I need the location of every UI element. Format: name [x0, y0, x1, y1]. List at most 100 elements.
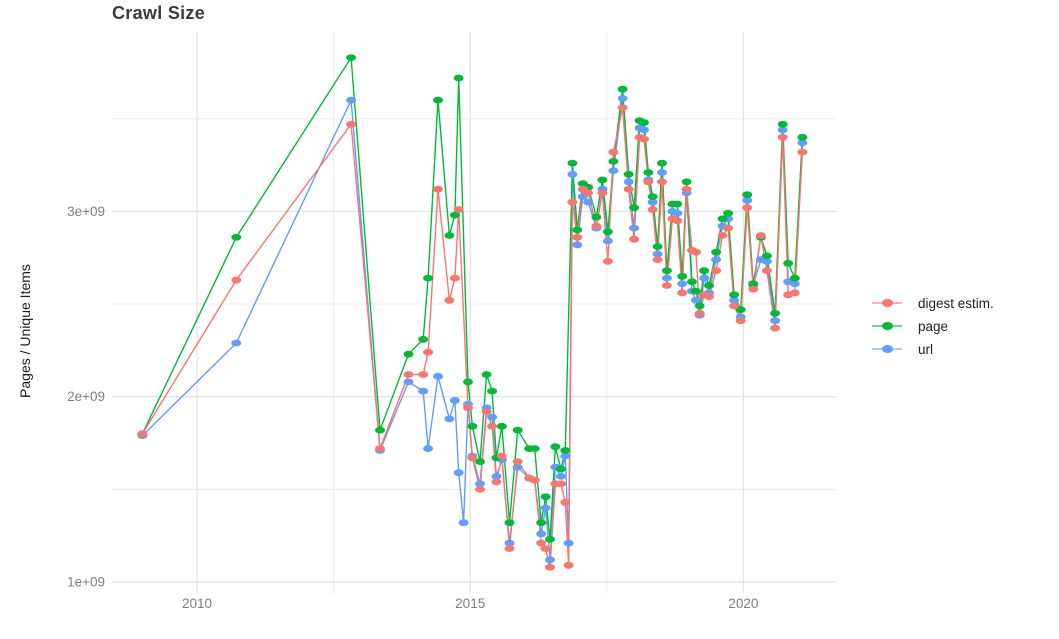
data-point-page: [423, 274, 434, 282]
data-point-url: [453, 469, 464, 477]
data-point-page: [643, 169, 654, 176]
data-point-url: [475, 480, 485, 488]
data-point-page: [647, 193, 658, 201]
data-point-url: [444, 415, 455, 423]
data-point-digest-estim: [694, 309, 705, 317]
data-point-page: [690, 287, 701, 295]
data-point-digest-estim: [481, 408, 492, 415]
data-point-digest-estim: [555, 480, 566, 488]
data-point-page: [567, 159, 578, 167]
data-point-page: [681, 178, 692, 186]
data-point-url: [536, 530, 547, 538]
legend-key-icon: [872, 296, 902, 310]
data-point-page: [496, 422, 507, 430]
data-point-url: [608, 167, 619, 175]
data-point-digest-estim: [602, 258, 613, 265]
data-point-page: [770, 309, 781, 317]
data-point-digest-estim: [777, 133, 788, 141]
data-point-url: [572, 241, 583, 249]
data-point-page: [418, 335, 429, 343]
data-point-url: [423, 445, 434, 452]
data-point-page: [231, 233, 242, 241]
data-point-digest-estim: [231, 276, 242, 284]
data-point-digest-estim: [748, 285, 759, 293]
data-point-digest-estim: [444, 296, 455, 304]
data-point-url: [617, 95, 628, 102]
data-point-url: [346, 96, 357, 104]
data-point-digest-estim: [504, 545, 515, 552]
data-point-url: [433, 372, 443, 380]
data-point-page: [504, 519, 515, 527]
data-point-page: [797, 133, 808, 141]
x-tick-label: 2020: [728, 596, 758, 611]
data-point-page: [729, 291, 740, 299]
data-point-page: [789, 274, 800, 282]
legend-key-icon: [872, 342, 902, 356]
data-point-digest-estim: [453, 206, 464, 213]
data-point-digest-estim: [137, 430, 148, 438]
series-line-url: [141, 97, 804, 561]
data-point-page: [475, 458, 485, 465]
data-point-url: [690, 296, 701, 304]
data-point-digest-estim: [735, 317, 746, 325]
data-point-page: [661, 267, 672, 275]
data-point-page: [545, 536, 555, 543]
data-point-page: [623, 170, 634, 178]
line-url: [141, 97, 804, 561]
data-point-page: [704, 282, 714, 289]
data-point-page: [375, 426, 385, 434]
data-point-page: [591, 213, 602, 221]
data-point-digest-estim: [491, 478, 502, 486]
data-point-url: [770, 317, 781, 325]
data-point-url: [403, 378, 414, 386]
data-point-digest-estim: [608, 148, 619, 156]
data-point-page: [433, 96, 443, 104]
data-point-url: [555, 473, 566, 480]
chart-title: Crawl Size: [112, 3, 206, 23]
data-point-digest-estim: [723, 224, 734, 232]
data-point-digest-estim: [496, 452, 507, 460]
data-point-url: [563, 539, 574, 547]
y-tick-label: 1e+09: [67, 575, 105, 590]
data-point-page: [617, 85, 628, 93]
data-point-digest-estim: [597, 189, 608, 197]
data-point-digest-estim: [375, 445, 385, 452]
data-point-page: [672, 200, 683, 208]
data-point-page: [677, 272, 688, 280]
data-point-page: [449, 211, 460, 219]
data-point-digest-estim: [690, 248, 701, 256]
data-point-page: [777, 120, 788, 128]
data-point-page: [463, 378, 473, 386]
data-point-digest-estim: [789, 289, 800, 297]
data-point-digest-estim: [711, 267, 722, 275]
data-point-url: [742, 196, 753, 204]
data-point-digest-estim: [672, 217, 683, 225]
data-point-page: [540, 493, 551, 501]
data-point-digest-estim: [717, 232, 728, 239]
data-point-page: [748, 280, 759, 288]
y-tick-label: 2e+09: [67, 389, 105, 404]
legend-item-page: page: [872, 315, 994, 337]
legend-item-url: url: [872, 338, 994, 360]
data-point-page: [467, 422, 478, 430]
data-point-url: [512, 463, 523, 471]
data-point-url: [639, 126, 649, 134]
legend-key-icon: [872, 319, 902, 333]
data-point-page: [444, 232, 455, 239]
data-point-url: [458, 519, 469, 527]
data-point-url: [661, 274, 672, 282]
legend-label: page: [918, 318, 949, 334]
data-point-page: [572, 226, 583, 234]
data-point-url: [418, 387, 429, 395]
data-point-page: [639, 119, 649, 126]
legend-label: url: [918, 341, 934, 357]
data-point-digest-estim: [681, 185, 692, 193]
data-point-digest-estim: [463, 404, 473, 412]
data-point-digest-estim: [643, 178, 654, 186]
data-point-page: [711, 248, 722, 256]
data-point-page: [717, 215, 728, 223]
data-point-digest-estim: [661, 282, 672, 289]
data-point-page: [687, 278, 697, 286]
